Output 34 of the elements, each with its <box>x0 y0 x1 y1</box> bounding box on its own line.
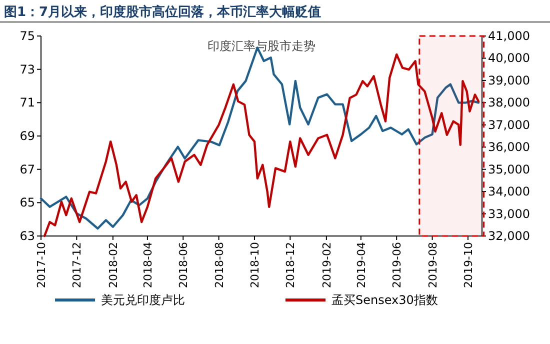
y2tick: 37,000 <box>488 118 530 132</box>
y2tick: 38,000 <box>488 96 530 110</box>
xtick: 2019-06 <box>390 242 404 288</box>
ytick: 69 <box>20 129 35 143</box>
xtick: 2018-08 <box>212 242 226 288</box>
ytick: 71 <box>20 96 35 110</box>
xtick: 2019-10 <box>462 242 475 288</box>
ytick: 63 <box>20 229 35 243</box>
xtick: 2019-02 <box>320 242 334 288</box>
xtick: 2019-08 <box>426 242 440 288</box>
ytick: 73 <box>20 62 35 76</box>
title: 图1：7月以来，印度股市高位回落，本币汇率大幅贬值 <box>4 5 322 20</box>
y2tick: 41,000 <box>488 29 530 43</box>
legend-label: 美元兑印度卢比 <box>101 293 185 307</box>
xtick: 2017-10 <box>35 242 48 288</box>
xtick: 2019-04 <box>354 242 368 288</box>
xtick: 2018-10 <box>248 242 262 288</box>
subtitle: 印度汇率与股市走势 <box>208 39 316 53</box>
legend-label: 孟买Sensex30指数 <box>332 293 438 307</box>
ytick: 75 <box>20 29 35 43</box>
xtick: 2017-12 <box>70 242 84 288</box>
y2tick: 33,000 <box>488 206 530 221</box>
ytick: 65 <box>20 196 35 210</box>
y2tick: 34,000 <box>488 184 530 199</box>
y2tick: 39,000 <box>488 73 530 88</box>
xtick: 2018-02 <box>106 242 120 288</box>
xtick: 2018-12 <box>284 242 298 288</box>
y2tick: 40,000 <box>488 51 530 66</box>
ytick: 67 <box>20 162 35 176</box>
y2tick: 36,000 <box>488 140 530 154</box>
y2tick: 32,000 <box>488 229 530 243</box>
xtick: 2018-06 <box>177 242 190 288</box>
xtick: 2018-04 <box>141 242 154 288</box>
y2tick: 35,000 <box>488 162 530 176</box>
